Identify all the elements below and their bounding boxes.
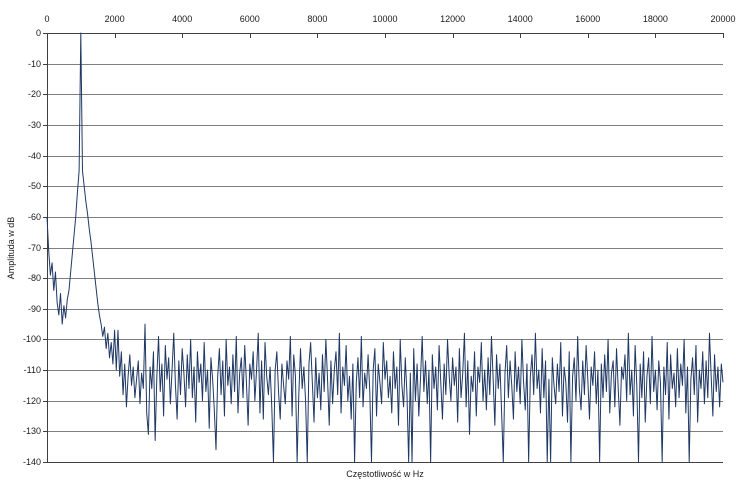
spectrum-line: [46, 32, 724, 463]
x-axis-title: Częstotliwość w Hz: [346, 469, 424, 479]
x-tick-label: 4000: [172, 14, 193, 24]
x-tick-label: 16000: [575, 14, 601, 24]
x-tick-label: 0: [44, 14, 50, 24]
y-tick-label: -110: [23, 365, 41, 376]
y-tick-label: -20: [27, 89, 41, 100]
y-tick-label: -100: [22, 334, 41, 345]
x-tick-label: 14000: [507, 14, 533, 24]
y-tick-label: -50: [27, 181, 41, 192]
y-tick-label: -10: [27, 58, 41, 69]
y-tick-label: -60: [27, 211, 41, 222]
x-tick-label: 8000: [307, 14, 328, 24]
y-tick-label: -130: [22, 426, 41, 437]
x-tick-label: 20000: [710, 14, 736, 24]
y-tick-label: -30: [27, 119, 41, 130]
x-tick-label: 6000: [239, 14, 260, 24]
y-tick-label: -140: [22, 457, 41, 467]
y-tick-label: -70: [27, 242, 41, 253]
x-tick-label: 2000: [104, 14, 125, 24]
y-tick-label: -90: [27, 303, 41, 314]
y-tick-label: -80: [27, 273, 41, 284]
y-tick-label: -40: [27, 150, 41, 161]
x-tick-label: 10000: [372, 14, 398, 24]
y-tick-label: -120: [22, 395, 41, 406]
x-tick-label: 18000: [642, 14, 668, 24]
y-tick-label: 0: [35, 28, 41, 38]
y-axis-title: Amplituda w dB: [6, 216, 16, 279]
x-tick-label: 12000: [440, 14, 466, 24]
